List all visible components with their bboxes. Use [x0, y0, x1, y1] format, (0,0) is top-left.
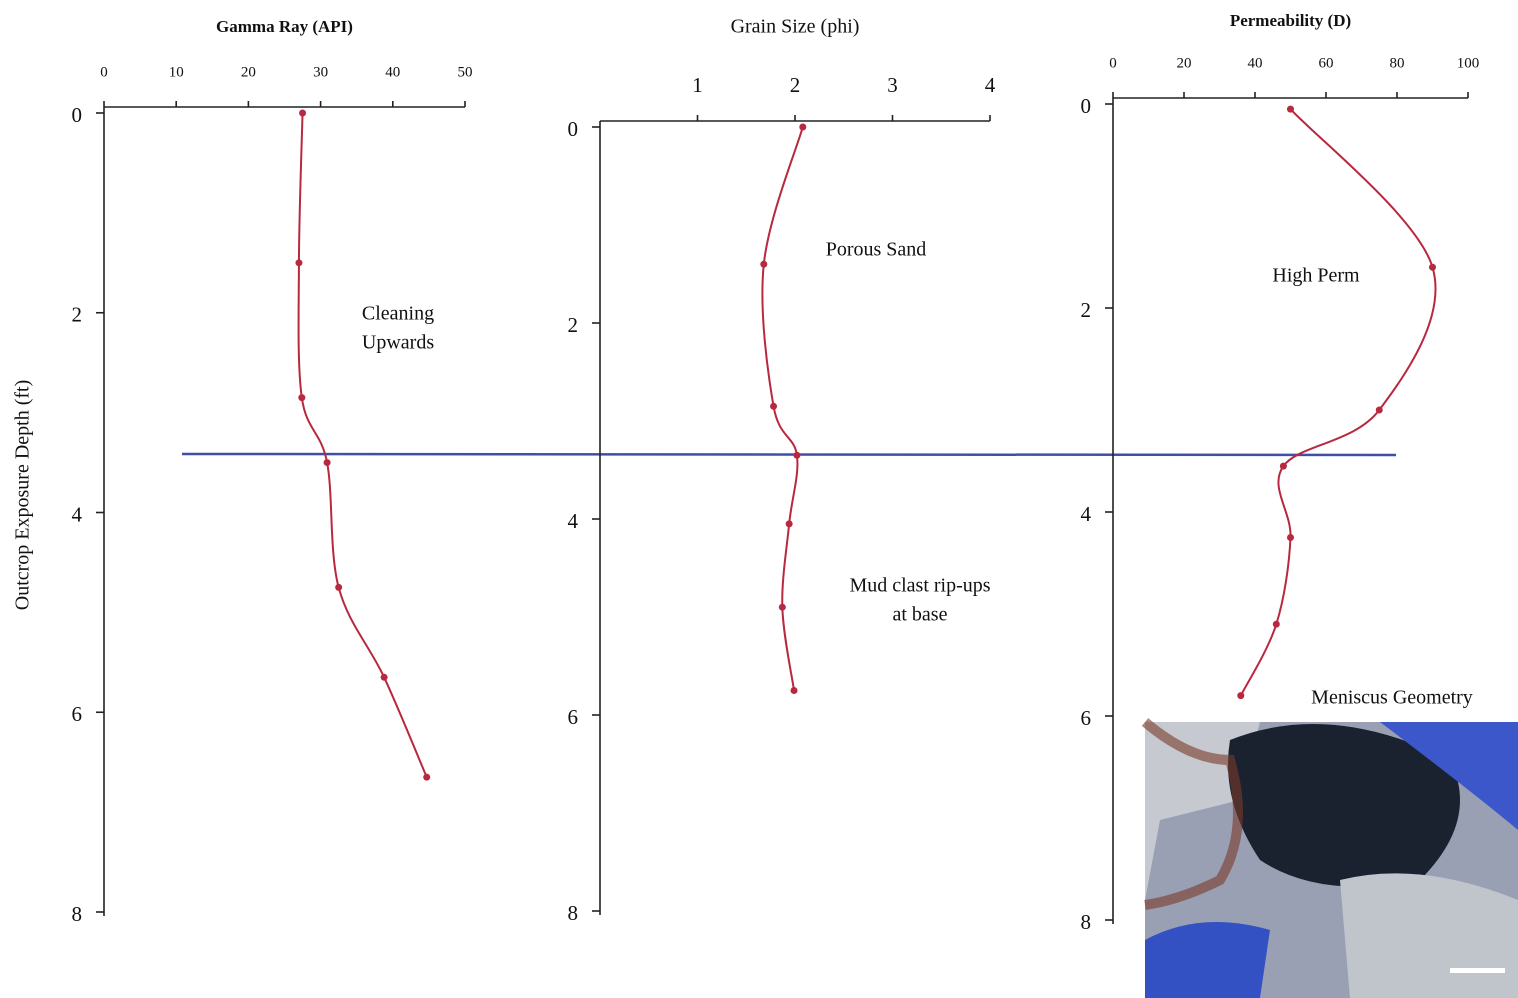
y-tick-label: 0	[568, 117, 579, 141]
data-point	[1273, 621, 1280, 628]
data-point	[324, 459, 331, 466]
data-point	[381, 674, 388, 681]
y-tick-label: 2	[1081, 298, 1092, 322]
x-tick-label: 20	[1177, 55, 1192, 71]
x-tick-label: 40	[1248, 55, 1263, 71]
y-tick-label: 8	[1081, 910, 1092, 934]
data-point	[760, 261, 767, 268]
data-point	[335, 584, 342, 591]
annotation: Cleaning	[362, 303, 434, 325]
data-point	[779, 604, 786, 611]
data-point	[1429, 264, 1436, 271]
axis-title: Gamma Ray (API)	[216, 17, 353, 36]
data-point	[1376, 407, 1383, 414]
y-tick-label: 6	[568, 705, 579, 729]
x-tick-label: 100	[1457, 55, 1480, 71]
data-point	[791, 687, 798, 694]
y-tick-label: 6	[72, 702, 83, 726]
y-tick-label: 4	[72, 502, 83, 526]
x-tick-label: 10	[169, 64, 184, 80]
data-point	[1287, 106, 1294, 113]
y-tick-label: 0	[72, 103, 83, 127]
axis-title: Grain Size (phi)	[731, 16, 860, 38]
annotation: Upwards	[362, 332, 434, 354]
x-tick-label: 80	[1390, 55, 1405, 71]
y-tick-label: 0	[1081, 94, 1092, 118]
x-tick-label: 40	[385, 64, 400, 80]
annotation: Porous Sand	[826, 239, 927, 261]
y-tick-label: 8	[568, 901, 579, 925]
data-point	[299, 110, 306, 117]
x-tick-label: 4	[985, 73, 996, 97]
chart: Meniscus Geometry 0102030405002468Gamma …	[0, 0, 1518, 998]
data-point	[770, 403, 777, 410]
annotation: High Perm	[1272, 265, 1360, 287]
x-tick-label: 3	[887, 73, 898, 97]
log-curve	[1241, 109, 1436, 696]
x-tick-label: 50	[458, 64, 473, 80]
x-tick-label: 1	[692, 73, 703, 97]
y-tick-label: 2	[568, 313, 579, 337]
y-tick-label: 4	[568, 509, 579, 533]
x-tick-label: 60	[1319, 55, 1334, 71]
y-tick-label: 4	[1081, 502, 1092, 526]
inset-caption: Meniscus Geometry	[1311, 687, 1473, 709]
log-curve	[299, 113, 427, 777]
data-point	[423, 774, 430, 781]
axis-title: Permeability (D)	[1230, 11, 1351, 30]
y-tick-label: 6	[1081, 706, 1092, 730]
data-point	[799, 124, 806, 131]
data-point	[1287, 534, 1294, 541]
data-point	[1237, 692, 1244, 699]
thin-section-photo	[1145, 722, 1518, 998]
y-tick-label: 2	[72, 303, 83, 327]
boundary-line	[182, 454, 1396, 455]
x-tick-label: 0	[1109, 55, 1117, 71]
data-point	[298, 394, 305, 401]
data-point	[1280, 463, 1287, 470]
y-axis-title: Outcrop Exposure Depth (ft)	[12, 380, 34, 611]
data-point	[295, 259, 302, 266]
annotation: at base	[893, 604, 948, 626]
x-tick-label: 20	[241, 64, 256, 80]
x-tick-label: 2	[790, 73, 801, 97]
y-tick-label: 8	[72, 902, 83, 926]
data-point	[793, 452, 800, 459]
x-tick-label: 30	[313, 64, 328, 80]
data-point	[786, 520, 793, 527]
x-tick-label: 0	[100, 64, 108, 80]
annotation: Mud clast rip-ups	[849, 575, 990, 597]
